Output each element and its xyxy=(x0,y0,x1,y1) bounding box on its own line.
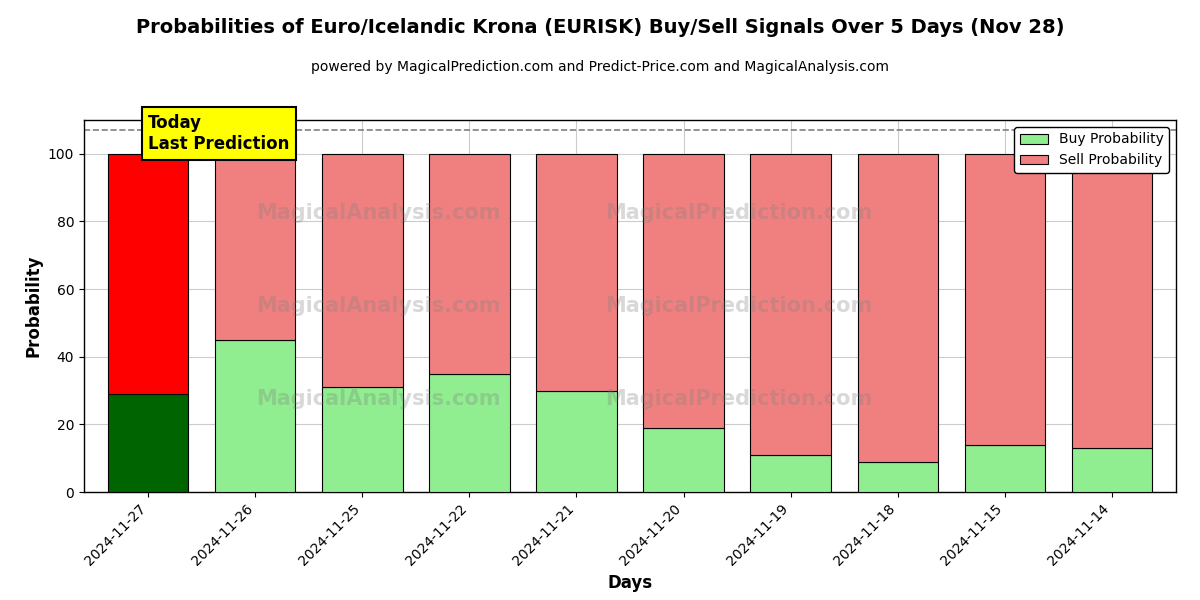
Bar xyxy=(965,445,1045,492)
Bar xyxy=(430,154,510,374)
Text: Probabilities of Euro/Icelandic Krona (EURISK) Buy/Sell Signals Over 5 Days (Nov: Probabilities of Euro/Icelandic Krona (E… xyxy=(136,18,1064,37)
Bar xyxy=(215,340,295,492)
Bar xyxy=(965,154,1045,445)
Y-axis label: Probability: Probability xyxy=(24,255,42,357)
Bar xyxy=(323,154,402,387)
Bar xyxy=(323,387,402,492)
Bar xyxy=(750,455,830,492)
Text: Today
Last Prediction: Today Last Prediction xyxy=(149,114,289,153)
Bar xyxy=(536,154,617,391)
Bar xyxy=(750,154,830,455)
Bar xyxy=(1072,154,1152,448)
Bar xyxy=(858,461,937,492)
Text: MagicalPrediction.com: MagicalPrediction.com xyxy=(606,296,872,316)
Text: MagicalPrediction.com: MagicalPrediction.com xyxy=(606,389,872,409)
Text: MagicalPrediction.com: MagicalPrediction.com xyxy=(606,203,872,223)
X-axis label: Days: Days xyxy=(607,574,653,592)
Text: powered by MagicalPrediction.com and Predict-Price.com and MagicalAnalysis.com: powered by MagicalPrediction.com and Pre… xyxy=(311,60,889,74)
Text: MagicalAnalysis.com: MagicalAnalysis.com xyxy=(257,389,502,409)
Bar xyxy=(858,154,937,461)
Bar xyxy=(108,154,188,394)
Bar xyxy=(430,374,510,492)
Text: MagicalAnalysis.com: MagicalAnalysis.com xyxy=(257,296,502,316)
Bar xyxy=(536,391,617,492)
Bar xyxy=(215,154,295,340)
Bar xyxy=(643,154,724,428)
Bar xyxy=(643,428,724,492)
Bar xyxy=(108,394,188,492)
Bar xyxy=(1072,448,1152,492)
Text: MagicalAnalysis.com: MagicalAnalysis.com xyxy=(257,203,502,223)
Legend: Buy Probability, Sell Probability: Buy Probability, Sell Probability xyxy=(1014,127,1169,173)
